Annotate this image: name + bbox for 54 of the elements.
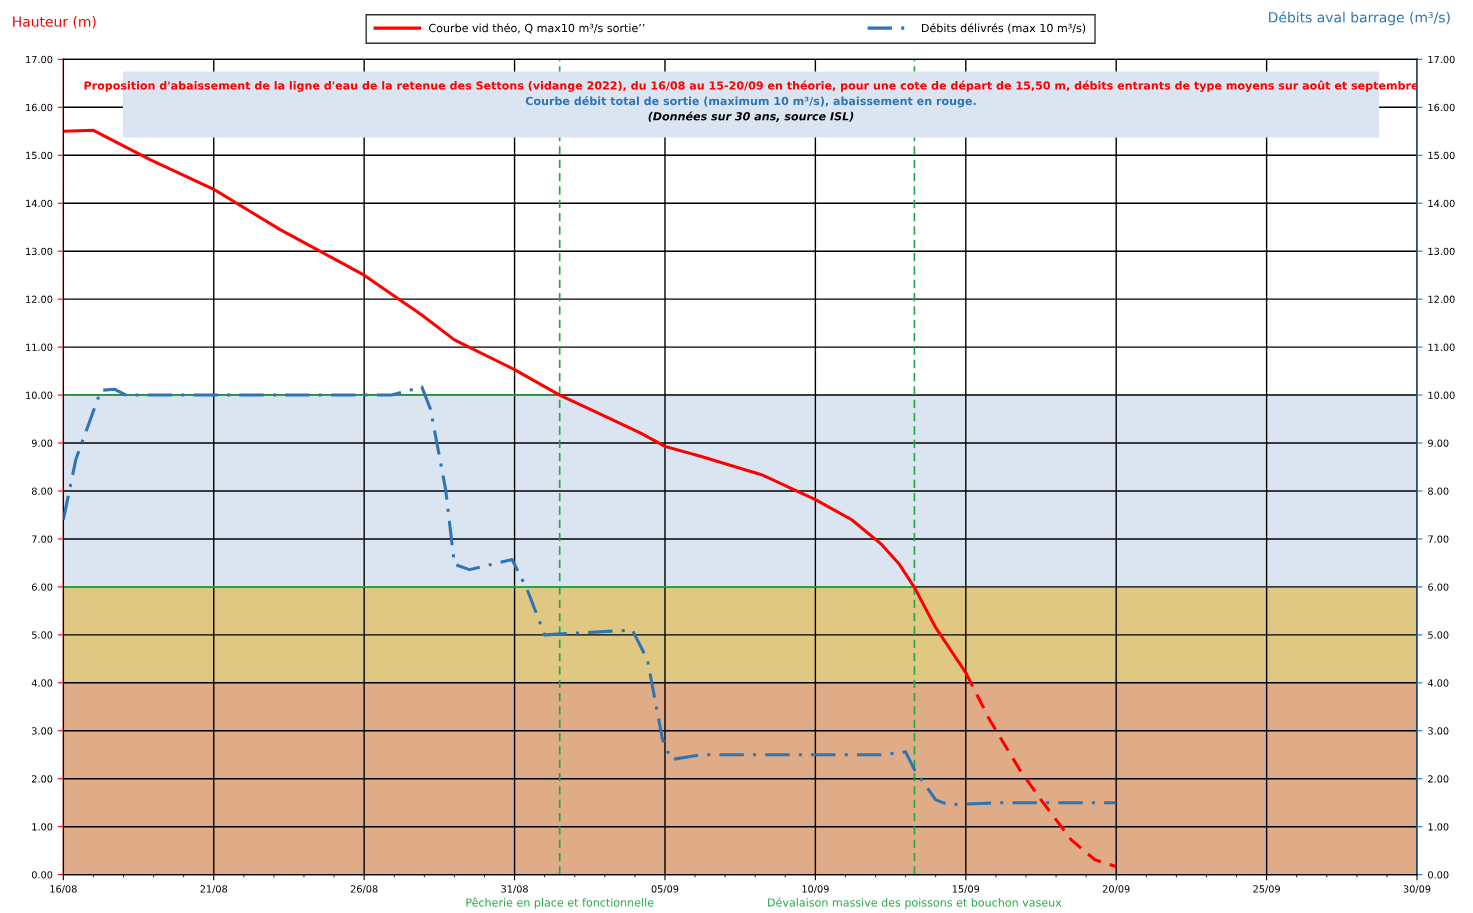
x-tick-label: 30/09	[1403, 885, 1431, 894]
y-tick-label: 1.00	[32, 823, 53, 831]
y2-tick-label: 5.00	[1428, 631, 1449, 639]
y-tick-label: 13.00	[26, 247, 53, 256]
y-tick-label: 12.00	[26, 295, 53, 303]
legend-label: Courbe vid théo, Q max10 m³/s sortie’’	[429, 23, 645, 34]
y-tick-label: 2.00	[31, 775, 53, 783]
y-tick-label: 4.00	[31, 679, 53, 687]
x-tick-label: 26/08	[350, 885, 378, 894]
text: Courbe débit total de sortie (maximum 10 m³/s), abaissement en rouge.	[525, 96, 976, 108]
y-tick-label: 14.00	[26, 199, 53, 208]
x-tick-label: 16/08	[50, 885, 77, 894]
y-tick-label: 7.00	[32, 535, 53, 543]
y-tick-label: 9.00	[31, 439, 53, 447]
y2-tick-label: 15.00	[1428, 151, 1455, 160]
y-tick-label: 11.00	[26, 343, 53, 351]
y-tick-label: 5.00	[32, 631, 53, 639]
y-axis-title: Hauteur (m)	[13, 16, 96, 29]
y-tick-label: 0.00	[31, 871, 53, 879]
y2-tick-label: 17.00	[1428, 55, 1455, 64]
y-tick-label: 16.00	[26, 103, 53, 112]
y2-tick-label: 14.00	[1428, 199, 1455, 208]
y2-tick-label: 16.00	[1428, 103, 1455, 112]
y2-tick-label: 11.00	[1428, 343, 1455, 351]
y2-tick-label: 3.00	[1428, 727, 1449, 735]
x-tick-label: 10/09	[802, 885, 829, 894]
x-tick-label: 21/08	[200, 885, 228, 894]
legend-label: Débits délivrés (max 10 m³/s)	[922, 23, 1086, 34]
x-tick-label: 31/08	[501, 885, 528, 894]
y2-tick-label: 12.00	[1428, 295, 1455, 303]
y-tick-label: 10.00	[26, 391, 53, 399]
x-tick-label: 25/09	[1253, 885, 1280, 894]
y-tick-label: 3.00	[32, 727, 53, 735]
y2-tick-label: 8.00	[1428, 487, 1449, 495]
ref-line-label: Dévalaison massive des poissons et bouchon vaseux	[768, 897, 1062, 909]
y2-tick-label: 0.00	[1428, 871, 1449, 879]
annotation: (Données sur 30 ans, source ISL)	[648, 111, 854, 122]
y-tick-label: 15.00	[26, 151, 53, 160]
ref-line-label: Pêcherie en place et fonctionnelle	[466, 897, 654, 909]
y2-tick-label: 13.00	[1428, 247, 1455, 256]
y2-tick-label: 4.00	[1427, 679, 1449, 687]
y2-tick-label: 7.00	[1428, 535, 1449, 543]
y2-tick-label: 10.00	[1428, 391, 1455, 399]
x-tick-label: 05/09	[651, 885, 679, 894]
y2-tick-label: 6.00	[1428, 583, 1449, 591]
x-tick-label: 20/09	[1102, 885, 1130, 894]
y2-tick-label: 1.00	[1428, 823, 1449, 831]
y-tick-label: 8.00	[31, 487, 53, 495]
y-tick-label: 6.00	[31, 583, 53, 591]
y2-axis-title: Débits aval barrage (m³/s)	[1269, 11, 1450, 26]
y2-tick-label: 9.00	[1428, 439, 1449, 447]
x-tick-label: 15/09	[952, 885, 980, 894]
y2-tick-label: 2.00	[1428, 775, 1449, 783]
y-tick-label: 17.00	[26, 55, 53, 64]
